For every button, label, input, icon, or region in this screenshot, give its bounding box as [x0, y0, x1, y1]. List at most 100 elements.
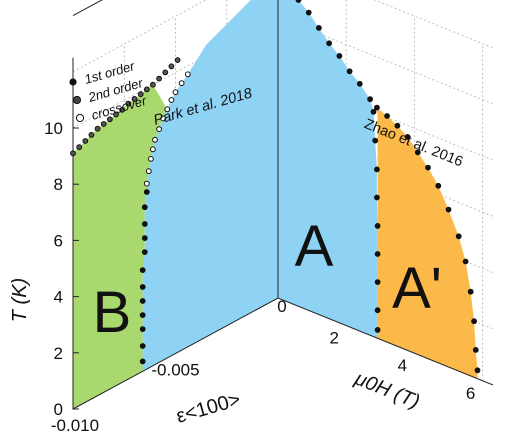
- point-a-prime-boundary: [462, 258, 469, 265]
- point-crossover: [168, 97, 175, 103]
- point-a-boundary: [316, 25, 322, 31]
- point-crossover: [145, 168, 152, 175]
- field-axis-title: μ0H (T): [351, 367, 423, 413]
- field-tick-label: 2: [329, 329, 338, 348]
- point-crossover: [172, 89, 179, 96]
- point-a-boundary: [326, 40, 333, 47]
- point-2nd-order: [119, 106, 126, 113]
- strain-axis-title: ε<100>: [174, 389, 243, 428]
- point-1st-order: [139, 326, 146, 333]
- point-1st-order: [143, 189, 150, 195]
- strain-tick-label: -0.010: [51, 416, 99, 435]
- point-crossover: [156, 126, 163, 133]
- point-2nd-order: [88, 132, 95, 138]
- point-a-prime-boundary: [471, 318, 478, 325]
- point-a-boundary: [370, 108, 377, 115]
- strain-tick-label: 0: [277, 297, 286, 316]
- point-crossover: [152, 136, 158, 143]
- point-1st-order: [139, 267, 146, 274]
- point-a-boundary: [374, 251, 381, 257]
- point-1st-order: [141, 221, 148, 227]
- region-label-b: B: [93, 280, 132, 345]
- point-a-prime-boundary: [414, 149, 421, 156]
- point-a-boundary: [374, 279, 381, 286]
- point-a-prime-boundary: [472, 347, 479, 353]
- point-a-prime-boundary: [467, 288, 474, 295]
- point-2nd-order: [94, 125, 101, 132]
- y-tick-label: 8: [54, 175, 63, 194]
- point-2nd-order: [82, 138, 89, 144]
- point-a-boundary: [295, 0, 302, 3]
- point-a-prime-boundary: [435, 182, 442, 189]
- point-a-boundary: [346, 68, 353, 75]
- point-crossover: [148, 156, 154, 162]
- point-crossover: [164, 106, 171, 113]
- legend-marker-2nd-order: [72, 95, 82, 105]
- region-a-strain-fill: [142, 0, 278, 372]
- point-a-prime-boundary: [404, 134, 411, 140]
- point-a-prime-boundary: [374, 104, 380, 111]
- point-2nd-order: [113, 111, 119, 118]
- point-2nd-order: [107, 116, 113, 123]
- region-b-fill: [73, 84, 168, 409]
- y-tick-label: 6: [54, 231, 63, 250]
- point-a-boundary: [367, 96, 374, 103]
- point-2nd-order: [168, 63, 175, 70]
- point-a-prime-boundary: [394, 122, 401, 129]
- point-2nd-order: [162, 69, 169, 76]
- phase-regions: [73, 0, 478, 409]
- y-axis-title: T (K): [9, 278, 31, 322]
- point-a-prime-boundary: [445, 206, 452, 213]
- legend-marker-crossover: [75, 113, 85, 123]
- point-2nd-order: [76, 144, 83, 151]
- point-2nd-order: [174, 57, 181, 63]
- point-2nd-order: [125, 100, 132, 107]
- point-2nd-order: [137, 91, 144, 98]
- point-a-prime-boundary: [474, 367, 481, 374]
- point-1st-order: [139, 298, 146, 304]
- point-1st-order: [139, 343, 146, 349]
- point-crossover: [178, 80, 185, 87]
- legend-marker-1st-order: [69, 78, 77, 86]
- point-2nd-order: [100, 121, 107, 127]
- point-a-prime-boundary: [425, 164, 431, 171]
- point-crossover: [150, 146, 156, 153]
- point-a-boundary: [305, 9, 312, 16]
- point-1st-order: [141, 204, 148, 211]
- y-tick-label: 2: [54, 344, 63, 363]
- point-a-boundary: [336, 53, 343, 59]
- y-tick-label: 0: [54, 400, 63, 419]
- region-label-a-prime: A': [392, 256, 442, 321]
- region-label-a: A: [295, 214, 334, 279]
- point-1st-order: [139, 284, 146, 290]
- point-a-boundary: [356, 80, 363, 87]
- point-2nd-order: [150, 81, 156, 88]
- strain-tick-label: -0.005: [151, 361, 199, 380]
- point-a-boundary: [374, 327, 381, 333]
- point-crossover: [160, 115, 167, 122]
- region-a-prime-fill: [376, 107, 478, 379]
- point-1st-order: [139, 358, 146, 365]
- point-2nd-order: [143, 86, 150, 93]
- point-a-boundary: [374, 223, 381, 229]
- y-tick-label: 4: [54, 288, 63, 307]
- point-2nd-order: [131, 96, 138, 102]
- field-tick-label: 4: [398, 356, 407, 375]
- data-points: [70, 0, 481, 374]
- point-a-boundary: [372, 137, 379, 144]
- point-2nd-order: [156, 75, 163, 82]
- point-2nd-order: [70, 150, 76, 157]
- point-a-prime-boundary: [455, 233, 462, 240]
- point-a-prime-boundary: [384, 113, 391, 119]
- point-1st-order: [141, 249, 148, 256]
- point-a-boundary: [374, 194, 380, 201]
- point-crossover: [143, 180, 150, 187]
- point-1st-order: [141, 235, 148, 242]
- point-a-boundary: [374, 166, 380, 173]
- tick-labels: 0 2 4 6 8 10 -0.010 -0.005 0 2 4 6: [44, 119, 475, 435]
- region-a-field-fill: [278, 0, 378, 339]
- point-a-boundary: [374, 307, 381, 314]
- axis-baseline: [72, 57, 493, 410]
- y-tick-label: 10: [44, 119, 63, 138]
